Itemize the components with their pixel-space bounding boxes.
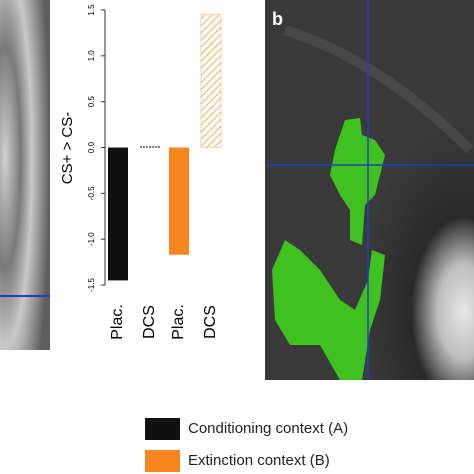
- x-tick-label: Plac.: [109, 304, 126, 340]
- y-tick-label: 0.0: [87, 141, 96, 153]
- legend-label: Extinction context (B): [188, 452, 330, 469]
- legend-swatch: [145, 450, 180, 472]
- y-tick-label: -1.0: [87, 232, 96, 246]
- y-tick-label: 1.5: [87, 4, 96, 16]
- image-texture: [283, 25, 474, 154]
- y-tick-label: 1.0: [87, 50, 96, 62]
- legend-swatch: [145, 418, 180, 440]
- y-tick-label: 0.5: [87, 96, 96, 108]
- panel-label: b: [272, 9, 283, 29]
- bar: [108, 147, 128, 281]
- bar: [139, 146, 161, 148]
- x-tick-label: Plac.: [170, 304, 187, 340]
- x-tick-label: DCS: [141, 305, 158, 339]
- activation: [272, 240, 385, 380]
- x-tick-label: DCS: [202, 305, 219, 339]
- bar: [169, 147, 189, 255]
- legend-label: Conditioning context (A): [188, 420, 348, 437]
- activation: [330, 118, 385, 245]
- y-tick-label: -0.5: [87, 186, 96, 200]
- bar: [200, 14, 222, 148]
- y-tick-label: -1.5: [87, 278, 96, 292]
- left-image: [0, 0, 50, 350]
- y-axis-label: CS+ > CS-: [59, 112, 76, 185]
